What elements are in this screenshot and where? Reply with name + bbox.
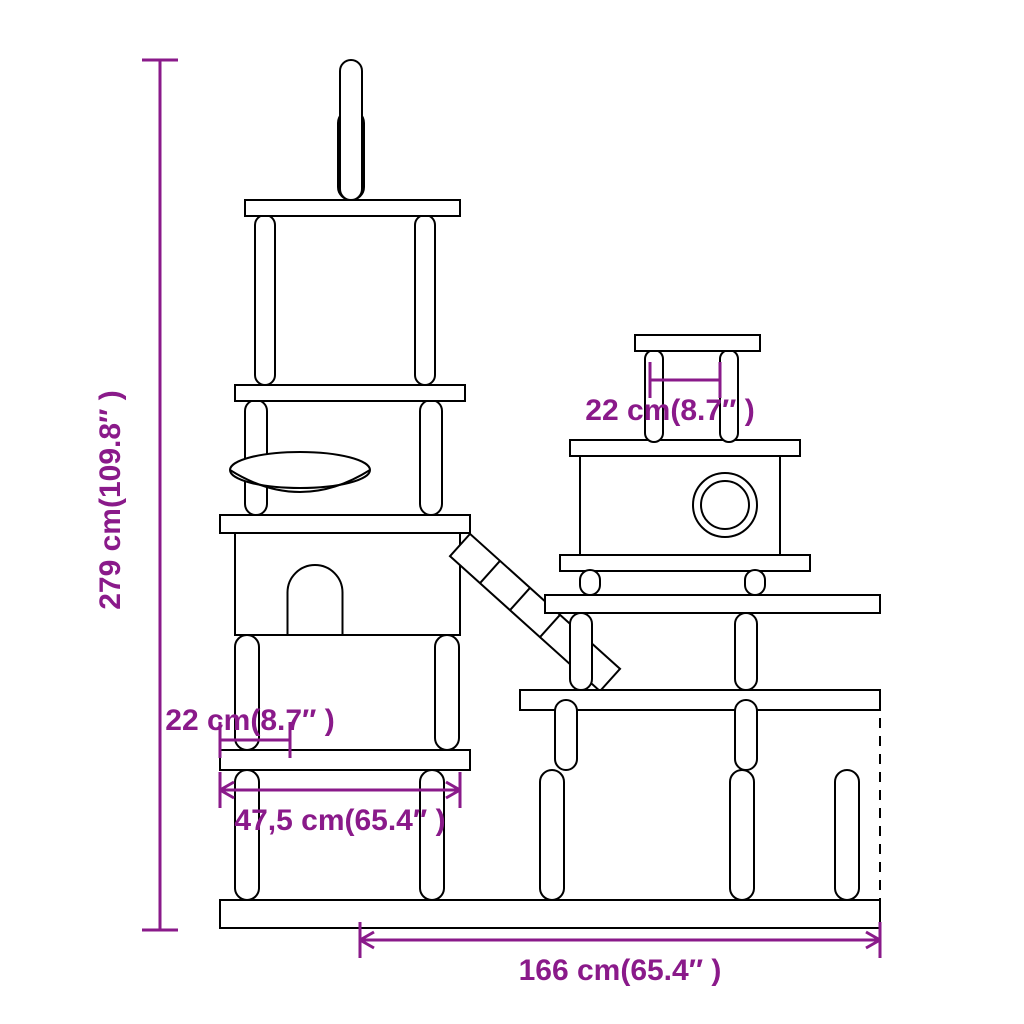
part bbox=[635, 335, 760, 351]
part bbox=[235, 530, 460, 635]
dimension-label: 22 cm(8.7″ ) bbox=[585, 394, 754, 427]
part bbox=[220, 515, 470, 533]
part bbox=[560, 555, 810, 571]
dimension-drawing: 279 cm(109.8″ ) 166 cm(65.4″ ) 47,5 cm(65.… bbox=[0, 0, 1024, 1024]
post bbox=[735, 700, 757, 770]
dimension-label: 22 cm(8.7″ ) bbox=[165, 704, 334, 737]
post bbox=[745, 570, 765, 595]
part bbox=[545, 595, 880, 613]
post bbox=[420, 400, 442, 515]
post bbox=[835, 770, 859, 900]
post bbox=[570, 613, 592, 690]
dimension-label: 166 cm(65.4″ ) bbox=[519, 954, 722, 987]
bowl-rim bbox=[230, 452, 370, 488]
dimension-label: 47,5 cm(65.4″ ) bbox=[234, 804, 445, 837]
tube-hole bbox=[693, 473, 757, 537]
post bbox=[730, 770, 754, 900]
part bbox=[220, 750, 470, 770]
post bbox=[415, 215, 435, 385]
part bbox=[220, 900, 880, 928]
post bbox=[555, 700, 577, 770]
post bbox=[435, 635, 459, 750]
post bbox=[580, 570, 600, 595]
part bbox=[245, 200, 460, 216]
post bbox=[255, 215, 275, 385]
dimension-label: 279 cm(109.8″ ) bbox=[94, 390, 127, 610]
post bbox=[540, 770, 564, 900]
post bbox=[340, 60, 362, 200]
part bbox=[235, 385, 465, 401]
part bbox=[570, 440, 800, 456]
post bbox=[735, 613, 757, 690]
